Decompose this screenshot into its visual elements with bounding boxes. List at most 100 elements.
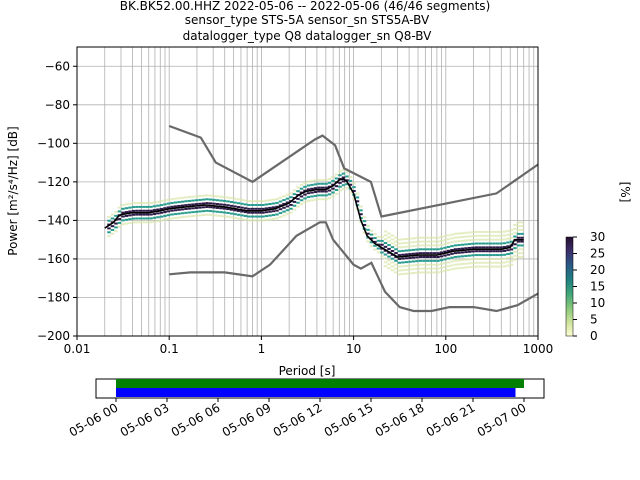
ppsd-cell <box>292 204 297 207</box>
ppsd-cell <box>404 261 409 264</box>
ppsd-cell <box>324 190 328 193</box>
ppsd-cell <box>110 217 115 220</box>
ppsd-cell <box>471 238 475 241</box>
ppsd-cell <box>163 211 167 214</box>
ppsd-cell <box>348 179 353 182</box>
ppsd-cell <box>107 235 111 238</box>
ppsd-cell <box>247 200 251 203</box>
ppsd-cell <box>394 240 398 243</box>
ppsd-cell <box>299 203 304 206</box>
ppsd-cell <box>516 240 521 243</box>
ppsd-cell <box>520 252 524 255</box>
timeline-tick-label: 05-06 15 <box>322 400 376 439</box>
ppsd-cell <box>436 240 440 243</box>
ppsd-cell <box>390 234 395 237</box>
ppsd-cell <box>411 241 416 244</box>
ppsd-cell <box>240 206 244 209</box>
ppsd-cell <box>152 220 157 223</box>
ppsd-cell <box>135 205 139 208</box>
ppsd-cell <box>282 214 286 217</box>
ppsd-cell <box>240 198 244 201</box>
ppsd-cell <box>506 229 510 232</box>
ppsd-cell <box>327 197 332 200</box>
ppsd-cell <box>320 198 325 201</box>
ppsd-cell <box>446 253 451 256</box>
ppsd-cell <box>334 185 339 188</box>
ppsd-cell <box>502 249 507 252</box>
ppsd-cell <box>394 236 398 239</box>
ppsd-cell <box>380 243 384 246</box>
ppsd-cell <box>128 202 132 205</box>
timeline-bars <box>116 379 524 397</box>
ppsd-cell <box>415 240 419 243</box>
ppsd-cell <box>383 238 388 241</box>
ppsd-cell <box>485 265 489 268</box>
ppsd-cell <box>513 227 517 230</box>
ppsd-cell <box>516 252 521 255</box>
ppsd-cell <box>194 199 199 202</box>
ppsd-cell <box>201 202 206 205</box>
ppsd-cell <box>187 211 192 214</box>
ppsd-cell <box>506 233 510 236</box>
ppsd-cell <box>310 180 314 183</box>
ppsd-cell <box>345 175 349 178</box>
ppsd-cell <box>415 248 419 251</box>
ppsd-cell <box>499 242 503 245</box>
ppsd-cell <box>432 244 437 247</box>
ppsd-cell <box>453 259 458 262</box>
ppsd-cell <box>502 230 507 233</box>
ppsd-cell <box>128 222 132 225</box>
ppsd-cell <box>240 214 244 217</box>
ppsd-cell <box>247 219 251 222</box>
ppsd-cell <box>488 254 493 257</box>
ppsd-cell <box>166 210 171 213</box>
ppsd-cell <box>110 229 115 232</box>
ppsd-cell <box>240 202 244 205</box>
ppsd-cell <box>516 244 521 247</box>
ppsd-cell <box>117 221 122 224</box>
ppsd-cell <box>278 208 283 211</box>
ppsd-cell <box>387 267 391 270</box>
ppsd-cell <box>191 195 195 198</box>
ppsd-cell <box>299 191 304 194</box>
y-axis-label: Power [m²/s⁴/Hz] [dB] <box>6 126 20 255</box>
ppsd-cell <box>177 197 181 200</box>
ppsd-cell <box>222 199 227 202</box>
ppsd-cell <box>425 263 430 266</box>
ppsd-cell <box>159 219 164 222</box>
ppsd-cell <box>450 264 454 267</box>
ppsd-cell <box>506 264 510 267</box>
title-line-2: sensor_type STS-5A sensor_sn STS5A-BV <box>185 13 430 27</box>
ppsd-cell <box>271 206 276 209</box>
ppsd-cell <box>429 271 433 274</box>
ppsd-cell <box>467 258 472 261</box>
x-tick-label: 0.1 <box>160 342 179 356</box>
ppsd-cell <box>359 209 363 212</box>
ppsd-cell <box>313 191 318 194</box>
ppsd-cell <box>502 261 507 264</box>
ppsd-cell <box>180 204 185 207</box>
ppsd-cell <box>499 246 503 249</box>
ppsd-cell <box>495 257 500 260</box>
ppsd-cell <box>156 212 160 215</box>
ppsd-cell <box>499 234 503 237</box>
ppsd-cell <box>362 223 367 226</box>
ppsd-cell <box>425 267 430 270</box>
ppsd-cell <box>457 255 461 258</box>
ppsd-cell <box>142 202 146 205</box>
ppsd-cell <box>397 254 402 257</box>
ppsd-cell <box>422 240 426 243</box>
ppsd-cell <box>404 241 409 244</box>
ppsd-cell <box>261 207 265 210</box>
ppsd-cell <box>436 256 440 259</box>
ppsd-cell <box>275 213 279 216</box>
ppsd-cell <box>135 213 139 216</box>
ppsd-cell <box>236 217 241 220</box>
ppsd-cell <box>285 201 290 204</box>
ppsd-cell <box>152 212 157 215</box>
ppsd-cell <box>303 197 307 200</box>
ppsd-cell <box>191 203 195 206</box>
ppsd-cell <box>208 210 213 213</box>
ppsd-cell <box>397 257 402 260</box>
ppsd-cell <box>485 238 489 241</box>
